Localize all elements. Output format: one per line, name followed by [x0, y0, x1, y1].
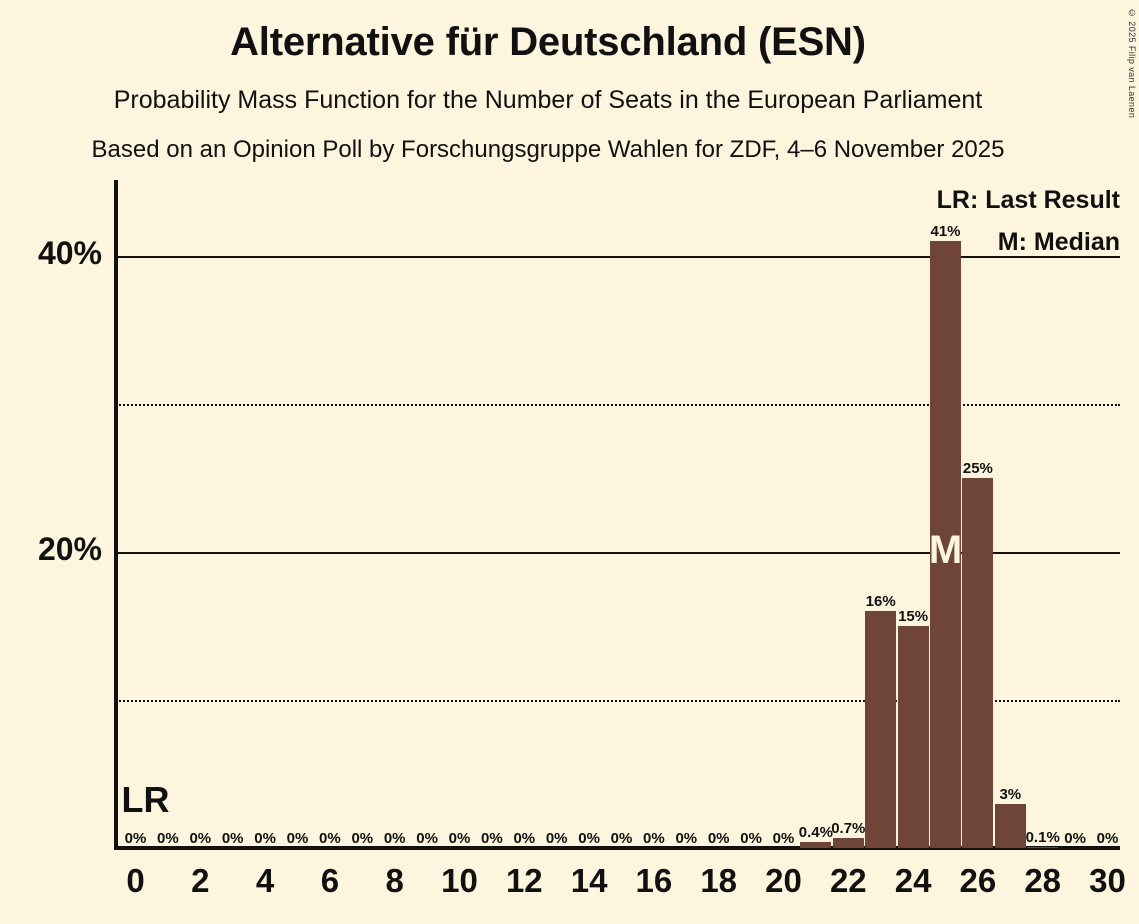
page-title: Alternative für Deutschland (ESN) — [230, 20, 866, 64]
bar-value-label: 15% — [898, 608, 929, 625]
gridline-minor — [116, 700, 1120, 702]
x-axis-tick-label: 22 — [829, 862, 867, 899]
gridline-major — [116, 552, 1120, 554]
x-axis-tick-label: 26 — [959, 862, 997, 899]
bar-value-label: 25% — [962, 460, 993, 477]
chart-source-note: Based on an Opinion Poll by Forschungsgr… — [91, 136, 1005, 163]
bar — [994, 803, 1026, 848]
bar-value-label: 0.7% — [831, 819, 866, 837]
bar — [897, 626, 929, 848]
bar-value-label: 0.1% — [1025, 828, 1060, 846]
x-axis-tick-label: 28 — [1024, 862, 1062, 899]
bar-value-label: 0% — [545, 830, 568, 847]
bar — [865, 611, 897, 848]
bar-value-label: 0% — [254, 830, 276, 847]
x-axis-tick-label: 2 — [191, 862, 210, 899]
bar-value-label: 0% — [707, 830, 730, 847]
bar-value-label: 41% — [930, 223, 961, 241]
bar-value-label: 0% — [286, 830, 309, 847]
bar-value-label: 0% — [124, 830, 147, 847]
x-axis-tick-label: 4 — [255, 862, 275, 899]
y-axis-line — [114, 180, 118, 850]
legend-last-result: LR: Last Result — [936, 186, 1120, 214]
chart-subtitle: Probability Mass Function for the Number… — [113, 86, 983, 114]
y-axis-tick-label: 20% — [37, 531, 102, 567]
bar-value-label: 0.4% — [798, 824, 833, 842]
legend-median: M: Median — [997, 228, 1120, 256]
bar-value-label: 0% — [351, 830, 374, 847]
bar-value-label: 0% — [675, 830, 698, 847]
bar-value-label: 16% — [865, 593, 896, 611]
bar-value-label: 0% — [513, 830, 536, 847]
x-axis-line — [114, 846, 1120, 850]
bar — [1027, 846, 1059, 848]
bar — [929, 241, 962, 848]
gridline-major — [116, 256, 1120, 258]
bar-value-label: 0% — [578, 830, 600, 847]
bar — [962, 478, 994, 848]
bar-value-label: 0% — [772, 830, 795, 847]
y-axis-tick-label: 40% — [37, 235, 102, 271]
bar-value-label: 0% — [1064, 830, 1086, 847]
plot-area: 0% 0% 0% 0% 0% 0% 0% 0% 0% 0% 0% 0% 0% 0% 0% 0% 0% 0% 0% 0%… — [114, 180, 1120, 850]
bar-value-label: 0% — [448, 830, 471, 847]
bar-value-label: 0% — [157, 830, 179, 847]
x-axis-tick-label: 20 — [765, 862, 802, 899]
x-axis-tick-label: 30 — [1089, 862, 1126, 899]
bar-value-label: 0% — [221, 830, 244, 847]
bar-value-label: 0% — [740, 830, 762, 847]
bar-value-label: 0% — [416, 830, 438, 847]
x-axis-tick-label: 18 — [700, 862, 738, 899]
bar-value-label: 0% — [383, 830, 406, 847]
bar-value-label: 0% — [643, 830, 665, 847]
x-axis-tick-label: 10 — [441, 862, 478, 899]
x-axis-tick-label: 8 — [385, 862, 404, 899]
bar — [800, 842, 832, 848]
x-axis-tick-label: 14 — [570, 862, 608, 899]
bar-value-label: 0% — [481, 830, 503, 847]
bar-value-label: 0% — [610, 830, 633, 847]
x-axis-tick-label: 24 — [894, 862, 932, 899]
median-marker: M — [928, 528, 963, 572]
x-axis-tick-label: 12 — [505, 862, 543, 899]
bar-value-label: 0% — [189, 830, 212, 847]
copyright-notice: © 2025 Filip van Laenen — [1127, 8, 1137, 119]
bar-value-label: 0% — [319, 830, 341, 847]
x-axis-tick-label: 6 — [320, 862, 340, 899]
x-axis-tick-label: 16 — [635, 862, 673, 899]
bar-value-label: 3% — [999, 785, 1022, 803]
x-axis-tick-label: 0 — [126, 862, 145, 899]
bar — [832, 837, 864, 848]
gridline-minor — [116, 404, 1120, 406]
last-result-marker: LR — [121, 779, 170, 820]
bar-value-label: 0% — [1096, 830, 1119, 847]
